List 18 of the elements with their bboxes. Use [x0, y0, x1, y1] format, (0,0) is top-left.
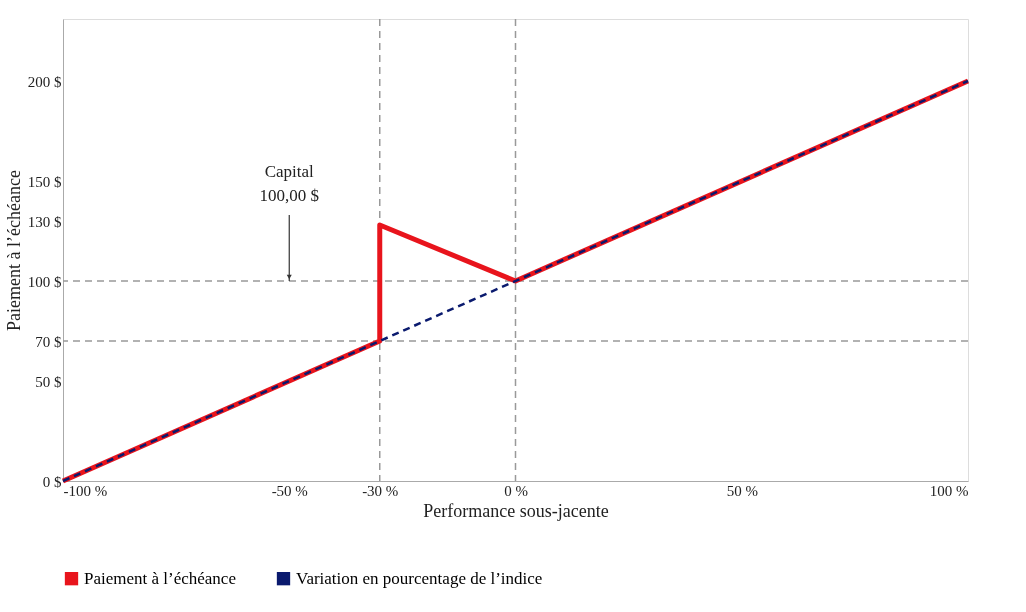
x-tick-label: -30 %: [362, 482, 399, 499]
legend-label: Variation en pourcentage de l’indice: [296, 568, 543, 588]
y-tick-label: 0 $: [42, 473, 62, 490]
legend-label: Paiement à l’échéance: [84, 568, 236, 588]
y-tick-label: 200 $: [27, 73, 62, 90]
x-tick-label: 50 %: [726, 482, 758, 499]
annotation: Capital 100,00 $: [259, 162, 319, 205]
y-tick-label: 130 $: [27, 213, 62, 230]
x-axis-title: Performance sous-jacente: [423, 500, 609, 521]
y-tick-label: 100 $: [27, 273, 62, 290]
y-tick-label: 70 $: [35, 333, 62, 350]
x-tick-label: -50 %: [271, 482, 308, 499]
y-axis-title: Paiement à l’échéance: [3, 170, 24, 331]
x-tick-label: 0 %: [504, 482, 528, 499]
y-tick-label: 150 $: [27, 173, 62, 190]
y-tick-label: 50 $: [35, 373, 62, 390]
x-tick-label: -100 %: [63, 482, 108, 499]
x-tick-label: 100 %: [929, 482, 969, 499]
